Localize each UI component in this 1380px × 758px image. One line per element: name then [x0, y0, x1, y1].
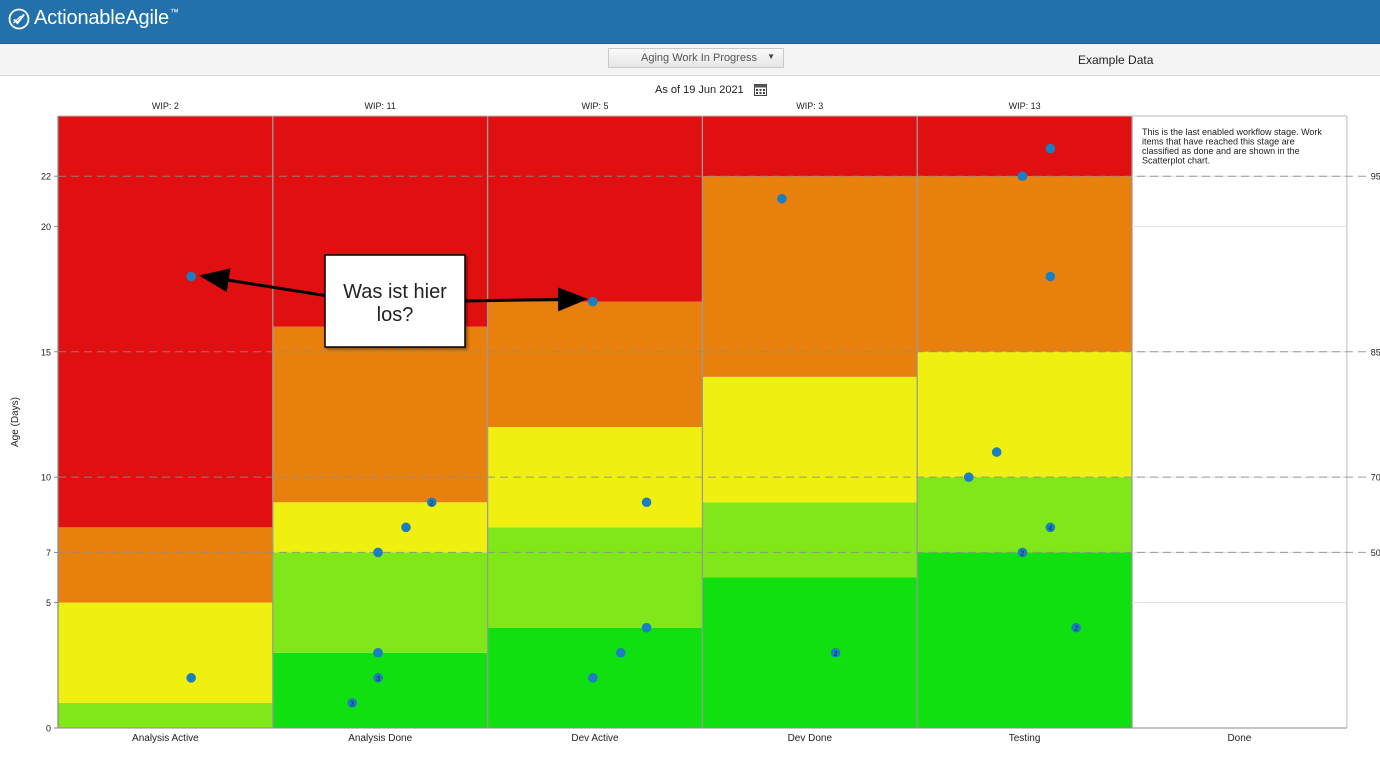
- work-item-count: 2: [1074, 626, 1078, 633]
- wip-label: WIP: 2: [152, 101, 179, 111]
- wip-label: WIP: 13: [1009, 101, 1041, 111]
- work-item-point[interactable]: [401, 522, 411, 533]
- work-item-point[interactable]: [373, 547, 383, 558]
- as-of-date: As of 19 Jun 2021: [655, 83, 767, 96]
- age-band: [58, 602, 273, 703]
- age-band: [487, 301, 703, 428]
- wip-label: WIP: 5: [581, 101, 608, 111]
- work-item-point[interactable]: [641, 497, 652, 508]
- callout-arrow-right: [461, 287, 588, 312]
- wip-label: WIP: 11: [365, 101, 396, 111]
- age-band: [487, 527, 703, 628]
- callout-arrow-left: [199, 268, 329, 298]
- column-label: Dev Done: [788, 733, 833, 744]
- age-band: [58, 527, 273, 603]
- age-band: [487, 116, 703, 302]
- work-item-point[interactable]: [830, 647, 841, 658]
- y-axis-label: Age (Days): [10, 397, 21, 447]
- callout-box: [324, 254, 466, 348]
- work-item-point[interactable]: [186, 271, 196, 282]
- callout: Was ist hier los?: [199, 254, 588, 348]
- triangle-down-icon: ▼: [767, 52, 775, 61]
- age-band: [702, 502, 918, 578]
- y-tick-label: 10: [41, 473, 51, 483]
- column-label: Analysis Active: [132, 733, 199, 744]
- callout-text-line1: Was ist hier: [343, 281, 447, 303]
- y-tick-label: 0: [46, 724, 51, 734]
- age-band: [702, 116, 918, 177]
- app-logo[interactable]: ActionableAgile ™: [8, 7, 179, 30]
- column-label: Testing: [1009, 733, 1041, 744]
- chart-type-select[interactable]: Aging Work In Progress ▼: [608, 48, 784, 68]
- age-band: [58, 702, 273, 728]
- work-item-point[interactable]: [347, 698, 358, 708]
- work-item-point[interactable]: [373, 647, 383, 658]
- age-band: [702, 376, 918, 503]
- done-stage-note-line: items that have reached this stage are: [1142, 137, 1295, 147]
- age-band: [272, 652, 488, 728]
- work-item-count: 4: [1048, 525, 1052, 532]
- work-item-point[interactable]: [641, 622, 652, 633]
- y-tick-label: 22: [41, 172, 51, 182]
- percentile-label: 70%: [1371, 473, 1380, 483]
- column-label: Done: [1227, 733, 1251, 744]
- work-item-point[interactable]: [426, 497, 437, 508]
- work-item-point[interactable]: [373, 673, 383, 683]
- age-band: [917, 351, 1132, 478]
- percentile-label: 85%: [1371, 347, 1380, 357]
- age-band: [917, 477, 1132, 553]
- trademark-symbol: ™: [169, 6, 179, 17]
- age-band: [272, 502, 488, 553]
- age-band: [917, 552, 1132, 728]
- toolbar: Aging Work In Progress ▼ Example Data: [0, 44, 1380, 76]
- work-item-point[interactable]: [1045, 522, 1056, 533]
- work-item-point[interactable]: [991, 447, 1002, 457]
- y-tick-label: 15: [41, 347, 51, 357]
- work-item-point[interactable]: [963, 472, 974, 482]
- app-header: ActionableAgile ™: [0, 0, 1380, 44]
- column-label: Analysis Done: [348, 733, 412, 744]
- done-stage-note-line: Scatterplot chart.: [1142, 156, 1210, 166]
- wip-label: WIP: 3: [796, 101, 823, 111]
- work-item-point[interactable]: [777, 193, 787, 204]
- y-tick-label: 7: [46, 548, 51, 558]
- work-item-count: 2: [1020, 550, 1024, 557]
- age-band: [272, 326, 488, 503]
- age-band: [272, 552, 488, 653]
- work-item-point[interactable]: [186, 673, 196, 683]
- y-tick-label: 20: [41, 222, 51, 232]
- y-tick-label: 5: [46, 598, 51, 608]
- chart-type-select-value: Aging Work In Progress: [641, 52, 757, 64]
- done-stage-note-line: classified as done and are shown in the: [1142, 146, 1300, 156]
- work-item-point[interactable]: [1045, 143, 1056, 154]
- percentile-label: 50%: [1371, 548, 1380, 558]
- work-item-count: 3: [350, 701, 354, 708]
- work-item-count: 2: [430, 500, 434, 507]
- percentile-label: 95%: [1371, 172, 1380, 182]
- as-of-date-label: As of 19 Jun 2021: [655, 83, 744, 96]
- app-name: ActionableAgile: [34, 7, 169, 29]
- work-item-count: 3: [376, 676, 380, 683]
- done-stage-note-line: This is the last enabled workflow stage.…: [1142, 127, 1322, 137]
- age-band: [917, 116, 1132, 177]
- age-band: [702, 577, 918, 728]
- age-band: [58, 116, 273, 528]
- age-band: [702, 176, 918, 377]
- checkmark-circle-logo-icon: [8, 8, 30, 29]
- work-item-point[interactable]: [588, 296, 598, 307]
- callout-text-line2: los?: [377, 304, 414, 326]
- calendar-icon[interactable]: [753, 83, 767, 96]
- work-item-point[interactable]: [1045, 271, 1056, 282]
- work-item-point[interactable]: [1071, 622, 1081, 633]
- work-item-point[interactable]: [615, 647, 626, 658]
- work-item-point[interactable]: [1017, 547, 1028, 558]
- work-item-count: 2: [834, 651, 838, 658]
- work-item-point[interactable]: [588, 673, 598, 683]
- age-band: [917, 176, 1132, 352]
- dataset-name: Example Data: [1078, 53, 1154, 67]
- column-label: Dev Active: [571, 733, 619, 744]
- work-item-point[interactable]: [1017, 171, 1028, 181]
